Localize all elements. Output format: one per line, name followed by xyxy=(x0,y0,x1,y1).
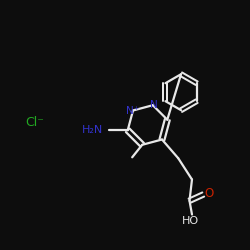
Text: N⁺: N⁺ xyxy=(126,106,140,116)
Text: O: O xyxy=(204,187,213,200)
Text: Cl⁻: Cl⁻ xyxy=(26,116,44,129)
Text: H₂N: H₂N xyxy=(82,125,103,135)
Text: N: N xyxy=(150,100,158,110)
Text: HO: HO xyxy=(182,216,199,226)
